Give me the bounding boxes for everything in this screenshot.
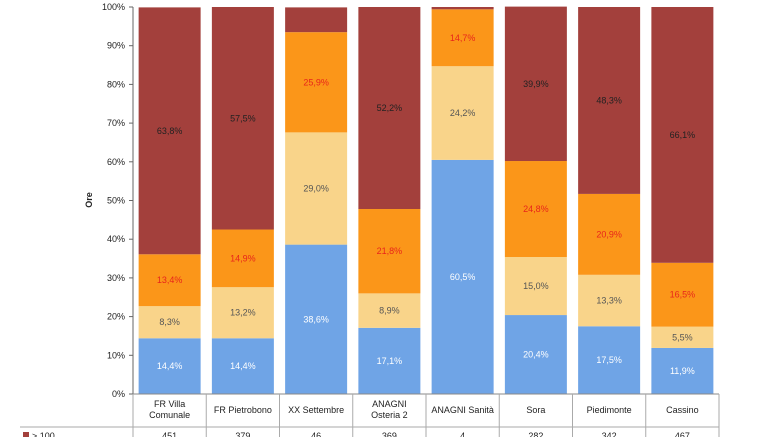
bar-value-label: 14,4% (230, 361, 256, 371)
bar-segment (504, 315, 567, 394)
bar-segment (358, 209, 421, 294)
bar-segment (578, 326, 641, 394)
bar-segment (504, 257, 567, 316)
bar-value-label: 63,8% (157, 126, 183, 136)
y-tick-label: 100% (102, 2, 125, 12)
bar-value-label: 13,3% (596, 296, 622, 306)
table-cell: 4 (460, 431, 465, 437)
bar-segment (431, 7, 494, 10)
bar-value-label: 11,9% (670, 366, 695, 376)
y-tick-label: 70% (107, 118, 125, 128)
bar-value-label: 13,4% (157, 275, 183, 285)
bar-value-label: 20,4% (523, 350, 549, 360)
bar-value-label: 14,9% (230, 253, 256, 263)
x-category-label: ANAGNI Sanità (431, 405, 494, 415)
bar-segment (285, 32, 348, 133)
x-category-label: Osteria 2 (371, 410, 408, 420)
y-tick-label: 90% (107, 41, 125, 51)
table-cell: 369 (382, 431, 397, 437)
bar-segment (651, 347, 714, 394)
bar-value-label: 52,2% (377, 103, 403, 113)
bar-segment (285, 7, 348, 33)
bar-segment (651, 7, 714, 263)
x-category-label: FR Villa (154, 399, 185, 409)
y-tick-label: 80% (107, 79, 125, 89)
bar-value-label: 66,1% (670, 130, 696, 140)
bar-value-label: 48,3% (596, 95, 622, 105)
bar-segment (431, 66, 494, 160)
bar-segment (211, 7, 274, 230)
bar-segment (285, 244, 348, 394)
y-tick-label: 50% (107, 196, 125, 206)
bars: 14,4% 8,3% 13,4% 63,8% 14,4% 13,2% 14,9% 57,5% 3… (138, 6, 714, 394)
bar-segment (358, 7, 421, 210)
y-tick-label: 60% (107, 157, 125, 167)
bar-value-label: 15,0% (523, 281, 549, 291)
bar-segment (578, 274, 641, 327)
bar-value-label: 38,6% (303, 314, 329, 324)
x-category-label: FR Pietrobono (214, 405, 272, 415)
bar-value-label: 13,2% (230, 308, 256, 318)
bar-value-label: 14,7% (450, 33, 476, 43)
y-tick-label: 10% (107, 350, 125, 360)
bar-value-label: 29,0% (303, 184, 329, 194)
bar-segment (358, 327, 421, 394)
table-cell: 451 (162, 431, 177, 437)
bar-segment (138, 7, 201, 255)
x-category-label: Piedimonte (587, 405, 632, 415)
bar-segment (578, 7, 641, 194)
bar-value-label: 14,4% (157, 361, 183, 371)
bar-value-label: 60,5% (450, 272, 476, 282)
bar-segment (504, 6, 567, 162)
y-tick-label: 20% (107, 312, 125, 322)
bar-value-label: 57,5% (230, 113, 256, 123)
x-category-label: ANAGNI (372, 399, 407, 409)
bar-segment (431, 159, 494, 394)
bar-segment (211, 338, 274, 394)
x-category-label: Sora (526, 405, 545, 415)
table-cell: 342 (602, 431, 617, 437)
bar-value-label: 25,9% (303, 77, 329, 87)
bar-value-label: 39,9% (523, 79, 549, 89)
bar-value-label: 8,3% (159, 317, 180, 327)
bar-segment (211, 229, 274, 288)
y-axis-title: Ore (84, 192, 94, 208)
x-category-label: Cassino (666, 405, 699, 415)
bar-segment (138, 306, 201, 339)
bar-value-label: 17,1% (377, 356, 403, 366)
y-tick-label: 40% (107, 234, 125, 244)
x-category-label: Comunale (149, 410, 190, 420)
bar-value-label: 8,9% (379, 306, 400, 316)
table-row-label: > 100 (32, 431, 55, 437)
bar-value-label: 5,5% (672, 332, 693, 342)
table-legend-swatch (23, 432, 29, 437)
bar-segment (285, 132, 348, 245)
bar-value-label: 17,5% (596, 355, 622, 365)
bar-value-label: 20,9% (596, 229, 622, 239)
y-tick-label: 30% (107, 273, 125, 283)
bar-value-label: 21,8% (377, 246, 403, 256)
bar-segment (431, 9, 494, 67)
table-cell: 46 (311, 431, 321, 437)
bar-segment (211, 287, 274, 339)
table-cell: 379 (235, 431, 250, 437)
bar-value-label: 16,5% (670, 290, 696, 300)
table-cell: 467 (675, 431, 690, 437)
bar-segment (138, 338, 201, 394)
bar-segment (358, 293, 421, 328)
bar-segment (651, 262, 714, 327)
x-category-label: XX Settembre (288, 405, 344, 415)
bar-value-label: 24,2% (450, 108, 476, 118)
bar-segment (138, 254, 201, 307)
bar-segment (578, 193, 641, 275)
bar-segment (651, 326, 714, 348)
table-cell: 282 (528, 431, 543, 437)
bar-value-label: 24,8% (523, 204, 549, 214)
data-table: > 100 451 379 46 369 4 282 342 467 (20, 426, 719, 437)
y-tick-label: 0% (112, 389, 125, 399)
bar-segment (504, 161, 567, 258)
y-axis: 0% 10% 20% 30% 40% 50% 60% 70% 80% 90% 100% (102, 2, 134, 399)
